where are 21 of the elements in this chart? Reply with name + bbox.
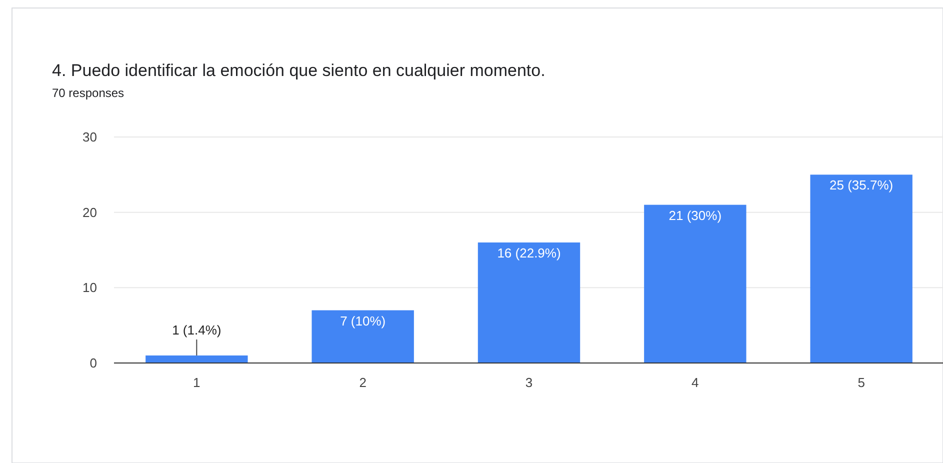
chart-title: 4. Puedo identificar la emoción que siento en cualquier momento. [52,61,546,80]
x-tick-label: 1 [193,375,200,390]
y-tick-label: 10 [82,280,97,296]
x-tick-label: 2 [359,375,366,390]
y-tick-label: 0 [90,356,97,371]
bar [478,242,580,363]
x-tick-label: 3 [525,375,533,390]
data-label: 7 (10%) [340,313,386,328]
chart-subtitle: 70 responses [52,86,124,100]
x-tick-label: 4 [692,375,699,390]
y-tick-label: 30 [82,130,97,145]
data-label: 1 (1.4%) [172,322,222,338]
bar [810,174,912,363]
y-tick-label: 20 [82,204,97,220]
data-label: 16 (22.9%) [497,245,561,260]
x-tick-label: 5 [858,375,865,390]
data-label: 21 (30%) [668,208,722,223]
bar [644,204,746,363]
data-label: 25 (35.7%) [830,178,894,193]
bar [146,355,248,363]
bar [312,310,414,363]
